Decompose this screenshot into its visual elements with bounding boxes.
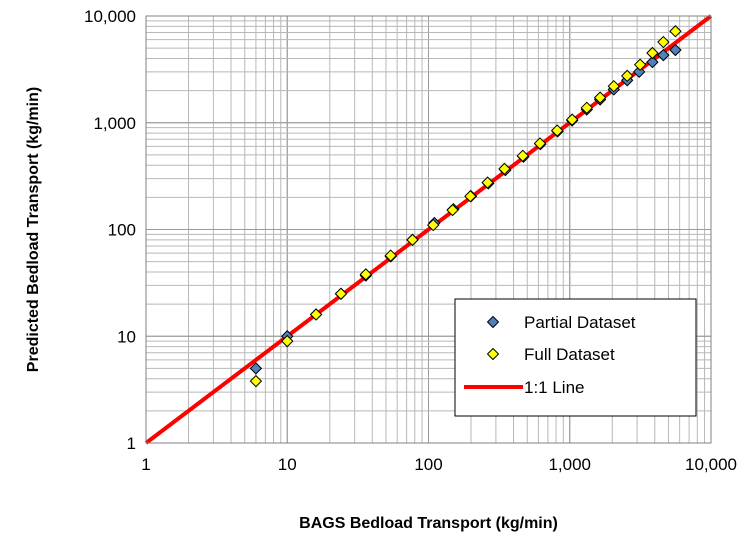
partial-dataset-point: [669, 43, 682, 57]
full-dataset-point: [464, 190, 477, 203]
partial-dataset-point: [657, 48, 670, 62]
y-tick-label: 100: [108, 221, 136, 240]
full-dataset-point: [580, 101, 593, 115]
full-dataset-point: [633, 58, 647, 71]
full-dataset-point: [481, 176, 494, 189]
partial-dataset-point: [249, 362, 263, 375]
legend-swatch-diamond: [486, 347, 500, 361]
full-dataset-point: [334, 287, 348, 300]
legend-label: 1:1 Line: [524, 378, 585, 397]
full-dataset-point: [550, 124, 564, 137]
x-tick-label: 10: [278, 455, 297, 474]
y-tick-label: 1,000: [93, 114, 136, 133]
x-tick-label: 1: [141, 455, 150, 474]
x-tick-label: 10,000: [685, 455, 737, 474]
x-tick-label: 1,000: [548, 455, 591, 474]
full-dataset-point: [593, 91, 607, 104]
partial-dataset-point: [646, 55, 659, 69]
tick-labels: 1 10 100 1,000 10,000 1 10 100 1,000 10,000: [84, 7, 737, 474]
full-dataset-point: [657, 35, 670, 49]
plot-frame: [145, 15, 712, 444]
full-dataset-point: [607, 79, 620, 93]
y-axis-title: Predicted Bedload Transport (kg/min): [25, 87, 42, 372]
full-dataset-point: [669, 25, 682, 38]
legend-swatch-diamond: [486, 315, 500, 329]
full-dataset-point: [384, 249, 397, 262]
full-dataset-point: [427, 218, 440, 232]
full-dataset-point: [533, 137, 547, 150]
full-dataset-point: [281, 334, 294, 348]
full-dataset-point: [620, 69, 634, 83]
legend: Partial Dataset Full Dataset 1:1 Line: [454, 298, 697, 417]
full-dataset-point: [498, 162, 511, 176]
full-dataset-point: [516, 149, 529, 163]
full-dataset-point: [309, 308, 323, 321]
data-points: [249, 25, 682, 388]
full-dataset-point: [565, 113, 579, 126]
y-tick-label: 10: [117, 327, 136, 346]
full-dataset-point: [249, 374, 263, 388]
y-tick-label: 1: [127, 434, 136, 453]
y-tick-label: 10,000: [84, 7, 136, 26]
full-dataset-point: [446, 203, 459, 217]
legend-label: Full Dataset: [524, 345, 615, 364]
legend-label: Partial Dataset: [524, 313, 636, 332]
x-tick-label: 100: [414, 455, 442, 474]
x-axis-title: BAGS Bedload Transport (kg/min): [299, 515, 558, 532]
full-dataset-point: [359, 268, 373, 281]
full-dataset-point: [406, 233, 419, 247]
full-dataset-point: [646, 46, 659, 60]
